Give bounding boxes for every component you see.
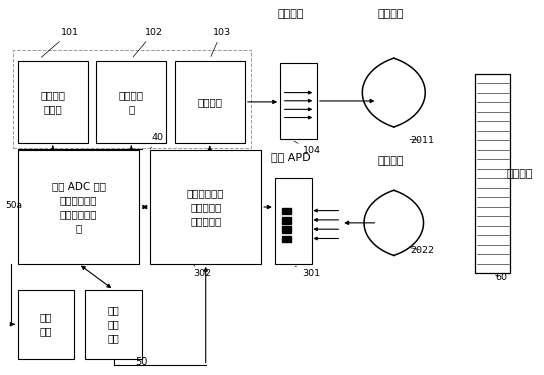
Text: 阵列 APD: 阵列 APD [271, 152, 311, 162]
Text: 光放大器: 光放大器 [197, 97, 222, 107]
Text: 302: 302 [194, 265, 212, 278]
Text: 50a: 50a [6, 201, 23, 210]
Bar [96, 61, 166, 143]
Bar [13, 50, 251, 148]
Bar [280, 63, 317, 139]
Text: 2022: 2022 [410, 246, 434, 255]
Bar [17, 61, 88, 143]
Text: 60: 60 [495, 273, 507, 282]
Text: 101: 101 [41, 28, 79, 57]
Bar [282, 217, 292, 223]
Text: 光分路器: 光分路器 [277, 9, 304, 20]
Text: 发射透镜: 发射透镜 [378, 9, 404, 20]
Text: 102: 102 [133, 28, 163, 57]
Text: 多路 ADC 或者
多路比较计时
器或者是鉴相
器: 多路 ADC 或者 多路比较计时 器或者是鉴相 器 [52, 181, 106, 233]
Text: 探测器偏压，
前置放大与
信号调理电: 探测器偏压， 前置放大与 信号调理电 [187, 188, 225, 226]
Bar [275, 178, 312, 264]
Text: 计算
控制
单元: 计算 控制 单元 [108, 305, 120, 343]
Text: 50: 50 [135, 357, 148, 368]
Text: 接收透镜: 接收透镜 [378, 156, 404, 166]
Bar [282, 208, 292, 214]
Text: 301: 301 [295, 266, 320, 278]
Text: 可调谐激
光光源: 可调谐激 光光源 [40, 90, 65, 114]
Text: 脉冲发生
器: 脉冲发生 器 [119, 90, 144, 114]
Bar [17, 150, 139, 264]
Bar [475, 74, 510, 273]
Bar [175, 61, 245, 143]
Text: 104: 104 [294, 141, 322, 155]
Text: 通信
接口: 通信 接口 [40, 312, 52, 336]
Text: 40: 40 [150, 133, 163, 149]
Bar [282, 236, 292, 242]
Text: 103: 103 [211, 28, 231, 57]
Text: 衍射光栅: 衍射光栅 [506, 170, 533, 180]
Bar [150, 150, 261, 264]
Text: 2011: 2011 [410, 136, 434, 145]
Bar [17, 290, 75, 359]
Bar [85, 290, 142, 359]
Bar [282, 226, 292, 233]
